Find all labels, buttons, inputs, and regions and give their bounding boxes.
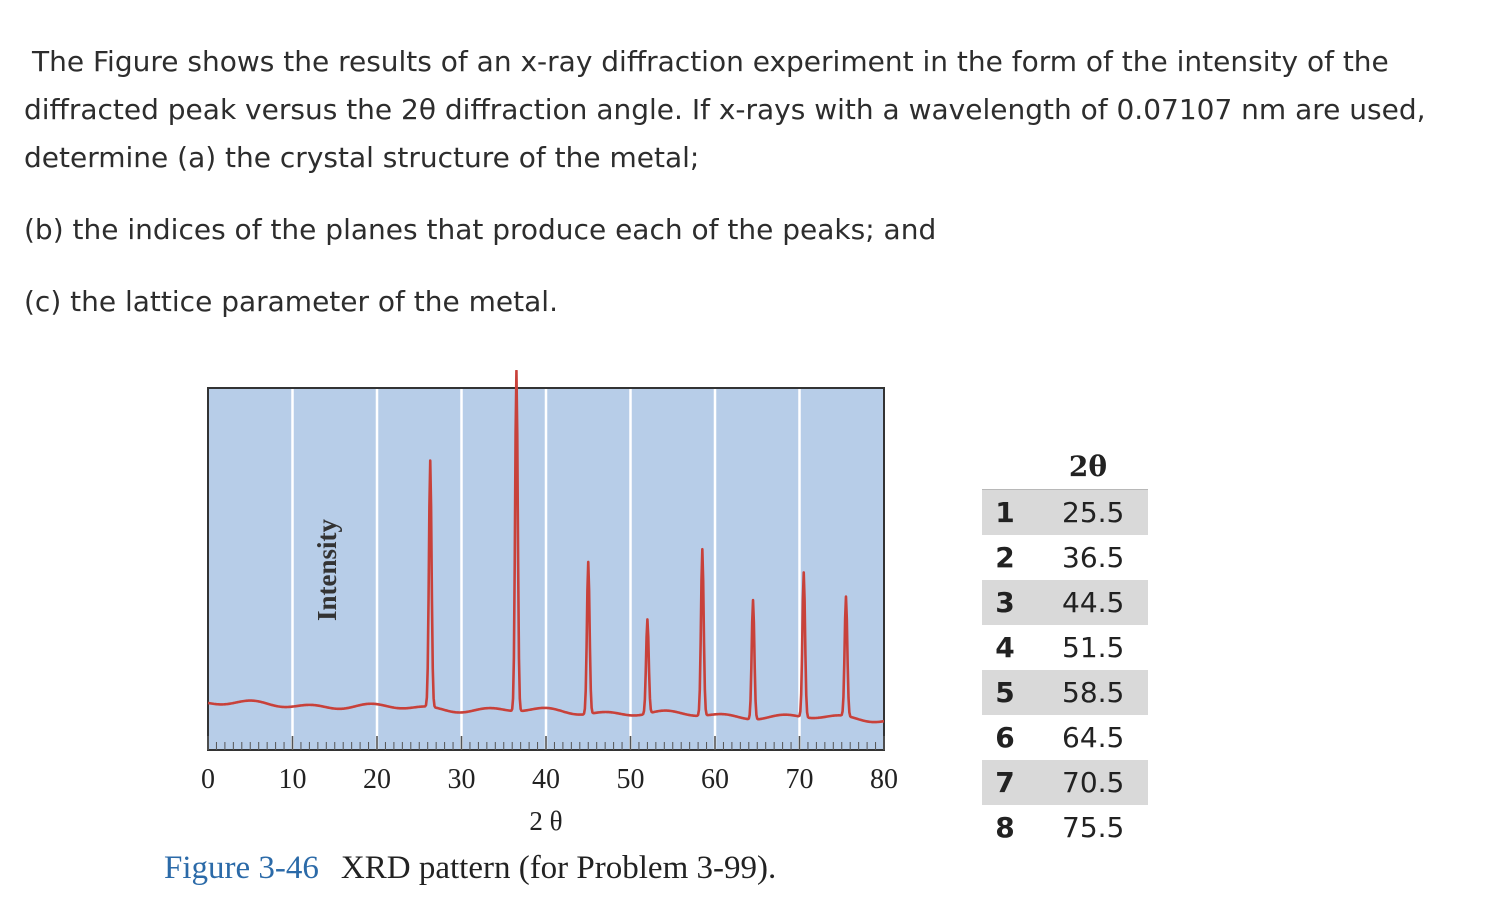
problem-part-c: (c) the lattice parameter of the metal. <box>24 285 558 318</box>
peak-table-row: 5 58.5 <box>982 670 1148 715</box>
figure-caption-text: XRD pattern (for Problem 3-99). <box>340 850 777 886</box>
figure-caption: Figure 3-46 XRD pattern (for Problem 3-99… <box>164 850 776 887</box>
peak-table-row: 4 51.5 <box>982 625 1148 670</box>
problem-statement: The Figure shows the results of an x-ray… <box>24 38 1444 326</box>
peak-table-row: 2 36.5 <box>982 535 1148 580</box>
x-tick-label: 0 <box>201 764 215 795</box>
x-tick-labels: 0 10 20 30 40 50 60 70 80 <box>201 764 898 795</box>
peak-2theta-value: 70.5 <box>1028 760 1148 805</box>
x-tick-label: 70 <box>786 764 814 795</box>
peak-2theta-value: 58.5 <box>1028 670 1148 715</box>
peak-index: 7 <box>982 760 1028 805</box>
peak-index: 5 <box>982 670 1028 715</box>
minor-ticks <box>207 736 885 750</box>
x-axis-label: 2 θ <box>529 806 562 836</box>
peak-table-row: 7 70.5 <box>982 760 1148 805</box>
x-tick-label: 20 <box>363 764 391 795</box>
peak-2theta-value: 36.5 <box>1062 541 1125 574</box>
xrd-series-line <box>207 370 885 724</box>
x-tick-label: 80 <box>870 764 898 795</box>
peak-2theta-value: 44.5 <box>1028 580 1148 625</box>
x-tick-label: 50 <box>617 764 645 795</box>
x-tick-label: 10 <box>279 764 307 795</box>
figure-label: Figure 3-46 <box>164 850 319 886</box>
problem-intro: The Figure shows the results of an x-ray… <box>24 45 1426 174</box>
peak-2theta-value: 75.5 <box>1062 811 1125 844</box>
peak-index: 2 <box>995 541 1015 574</box>
peak-index: 4 <box>995 631 1015 664</box>
x-tick-label: 60 <box>701 764 729 795</box>
x-tick-label: 40 <box>532 764 560 795</box>
peak-2theta-value: 25.5 <box>1028 489 1148 535</box>
peak-angle-table: 2θ 1 25.5 2 36.5 3 44.5 4 51.5 5 58.5 6 64.5 7 70.5 8 7… <box>982 444 1148 850</box>
x-tick-label: 30 <box>448 764 476 795</box>
peak-table-row: 8 75.5 <box>982 805 1148 850</box>
peak-table-body: 1 25.5 2 36.5 3 44.5 4 51.5 5 58.5 6 64.5 7 70.5 8 75.5 <box>982 489 1148 851</box>
table-header-2theta: 2θ <box>1028 444 1148 490</box>
peak-index: 6 <box>995 721 1015 754</box>
peak-2theta-value: 64.5 <box>1062 721 1125 754</box>
peak-index: 8 <box>995 811 1015 844</box>
y-axis-label: Intensity <box>312 518 342 621</box>
xrd-chart: 0 10 20 30 40 50 60 70 80 2 θ Intensity <box>201 370 898 836</box>
peak-index: 1 <box>982 489 1028 535</box>
grid-lines <box>291 389 801 749</box>
peak-table-row: 6 64.5 <box>982 715 1148 760</box>
problem-part-b: (b) the indices of the planes that produ… <box>24 213 937 246</box>
peak-table-row: 1 25.5 <box>982 489 1148 535</box>
peak-index: 3 <box>982 580 1028 625</box>
peak-2theta-value: 51.5 <box>1062 631 1125 664</box>
peak-table-row: 3 44.5 <box>982 580 1148 625</box>
